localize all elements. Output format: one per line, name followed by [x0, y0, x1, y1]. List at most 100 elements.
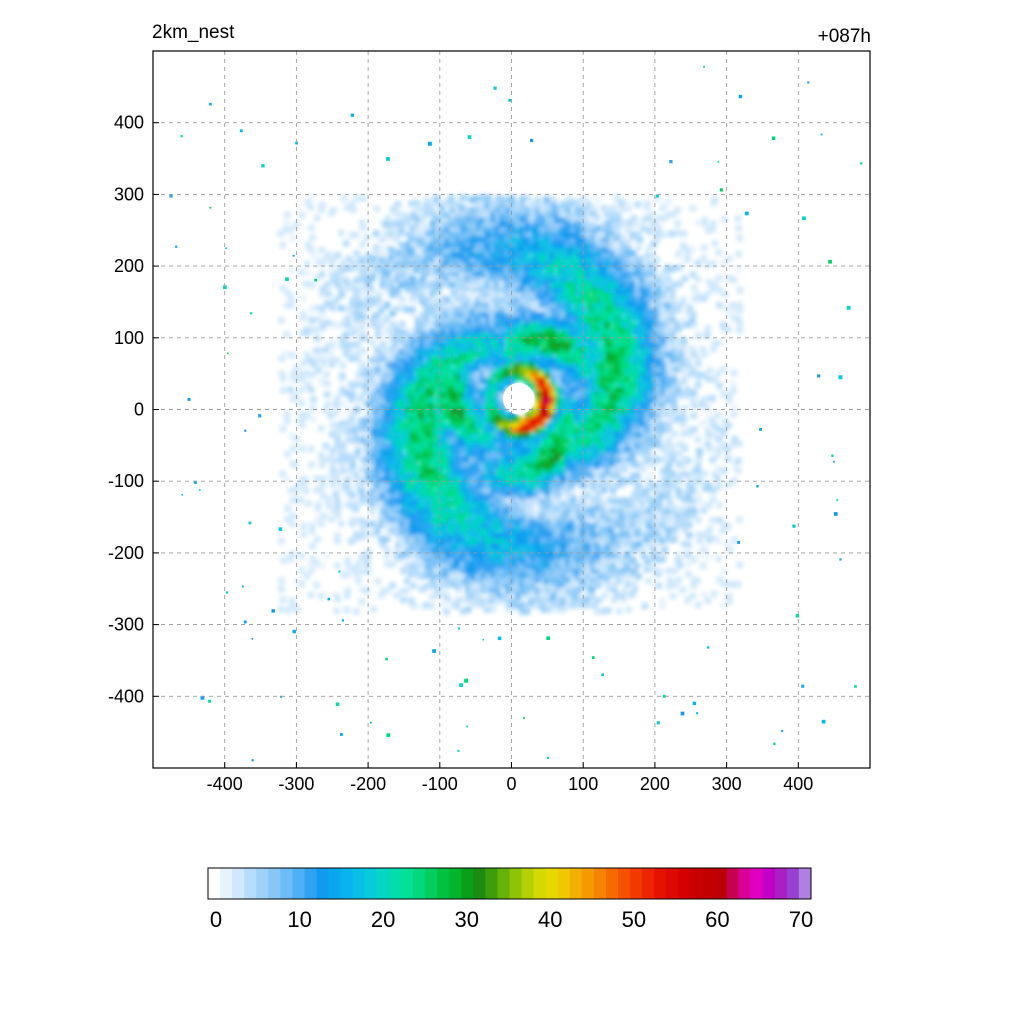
field-cell — [303, 369, 310, 377]
field-cell — [369, 296, 377, 304]
field-cell — [603, 537, 611, 544]
field-cell — [530, 256, 537, 264]
field-cell — [459, 300, 466, 308]
field-cell — [358, 598, 366, 605]
field-cell — [534, 415, 542, 422]
field-cell — [569, 577, 577, 585]
field-cell — [379, 282, 387, 289]
field-cell — [438, 420, 445, 428]
field-cell — [478, 265, 486, 272]
field-cell — [334, 445, 342, 453]
field-cell — [417, 502, 425, 510]
field-cell — [359, 241, 367, 248]
field-cell — [565, 546, 573, 553]
field-cell — [599, 300, 606, 308]
field-cell — [596, 264, 603, 271]
field-cell — [338, 420, 346, 428]
field-cell — [323, 552, 330, 560]
field-cell — [575, 291, 582, 299]
field-cell — [438, 322, 445, 329]
field-cell — [368, 381, 376, 388]
field-cell — [443, 241, 451, 249]
field-cell — [445, 414, 452, 422]
field-cell — [535, 389, 542, 397]
field-cell — [578, 311, 586, 319]
field-cell — [393, 262, 401, 269]
field-cell — [549, 406, 557, 414]
field-cell — [644, 535, 651, 543]
field-cell — [570, 507, 577, 514]
field-cell — [575, 502, 582, 510]
field-cell — [383, 551, 391, 559]
field-cell — [588, 266, 596, 273]
field-cell — [578, 577, 586, 585]
field-cell — [610, 597, 618, 604]
field-cell — [428, 537, 435, 545]
field-cell — [520, 515, 527, 523]
field-cell — [559, 239, 566, 247]
field-cell — [571, 435, 578, 443]
field-cell — [498, 567, 506, 574]
field-cell — [666, 336, 673, 343]
field-cell — [374, 476, 382, 484]
field-cell — [556, 427, 563, 435]
field-cell — [485, 420, 493, 427]
field-cell — [415, 255, 423, 262]
field-cell — [551, 491, 558, 498]
field-cell — [585, 425, 592, 433]
field-cell — [613, 592, 621, 600]
field-cell — [594, 306, 601, 314]
field-cell — [353, 535, 361, 542]
field-cell — [584, 240, 591, 247]
field-cell — [299, 375, 306, 383]
field-cell — [553, 421, 561, 428]
field-cell — [623, 562, 631, 570]
field-cell — [659, 456, 667, 464]
field-cell — [455, 436, 462, 443]
field-cell — [620, 275, 627, 283]
field-cell — [513, 326, 521, 333]
field-cell — [449, 380, 456, 388]
field-cell — [630, 350, 638, 357]
field-cell — [630, 274, 638, 281]
field-cell — [349, 306, 357, 314]
field-cell — [525, 557, 532, 565]
field-cell — [505, 570, 512, 578]
field-cell — [419, 285, 427, 293]
field-cell — [545, 517, 553, 525]
field-cell — [523, 301, 531, 309]
field-cell — [290, 445, 297, 452]
field-cell — [469, 335, 476, 343]
field-cell — [387, 386, 395, 393]
field-cell — [399, 516, 407, 523]
field-cell — [659, 357, 667, 364]
field-cell — [579, 397, 586, 404]
field-cell — [398, 347, 405, 354]
field-cell — [685, 490, 692, 498]
field-cell — [488, 582, 496, 590]
field-cell — [465, 316, 473, 323]
field-cell — [398, 520, 406, 527]
field-cell — [615, 498, 622, 505]
field-cell — [449, 340, 457, 348]
field-cell — [579, 261, 586, 269]
field-cell — [279, 596, 287, 604]
field-cell — [433, 360, 441, 368]
field-cell — [538, 276, 546, 283]
field-cell — [555, 562, 563, 570]
field-cell — [475, 340, 482, 348]
field-cell — [661, 516, 668, 523]
field-cell — [445, 485, 452, 492]
field-cell — [379, 480, 386, 488]
field-cell — [513, 546, 521, 554]
field-cell — [569, 330, 576, 337]
field-cell — [560, 355, 567, 363]
field-cell — [621, 497, 628, 504]
field-cell — [474, 471, 481, 479]
field-cell — [404, 537, 412, 544]
field-cell — [433, 297, 440, 304]
field-cell — [669, 230, 676, 237]
field-cell — [408, 250, 415, 257]
field-cell — [533, 226, 541, 234]
field-cell — [593, 344, 601, 352]
